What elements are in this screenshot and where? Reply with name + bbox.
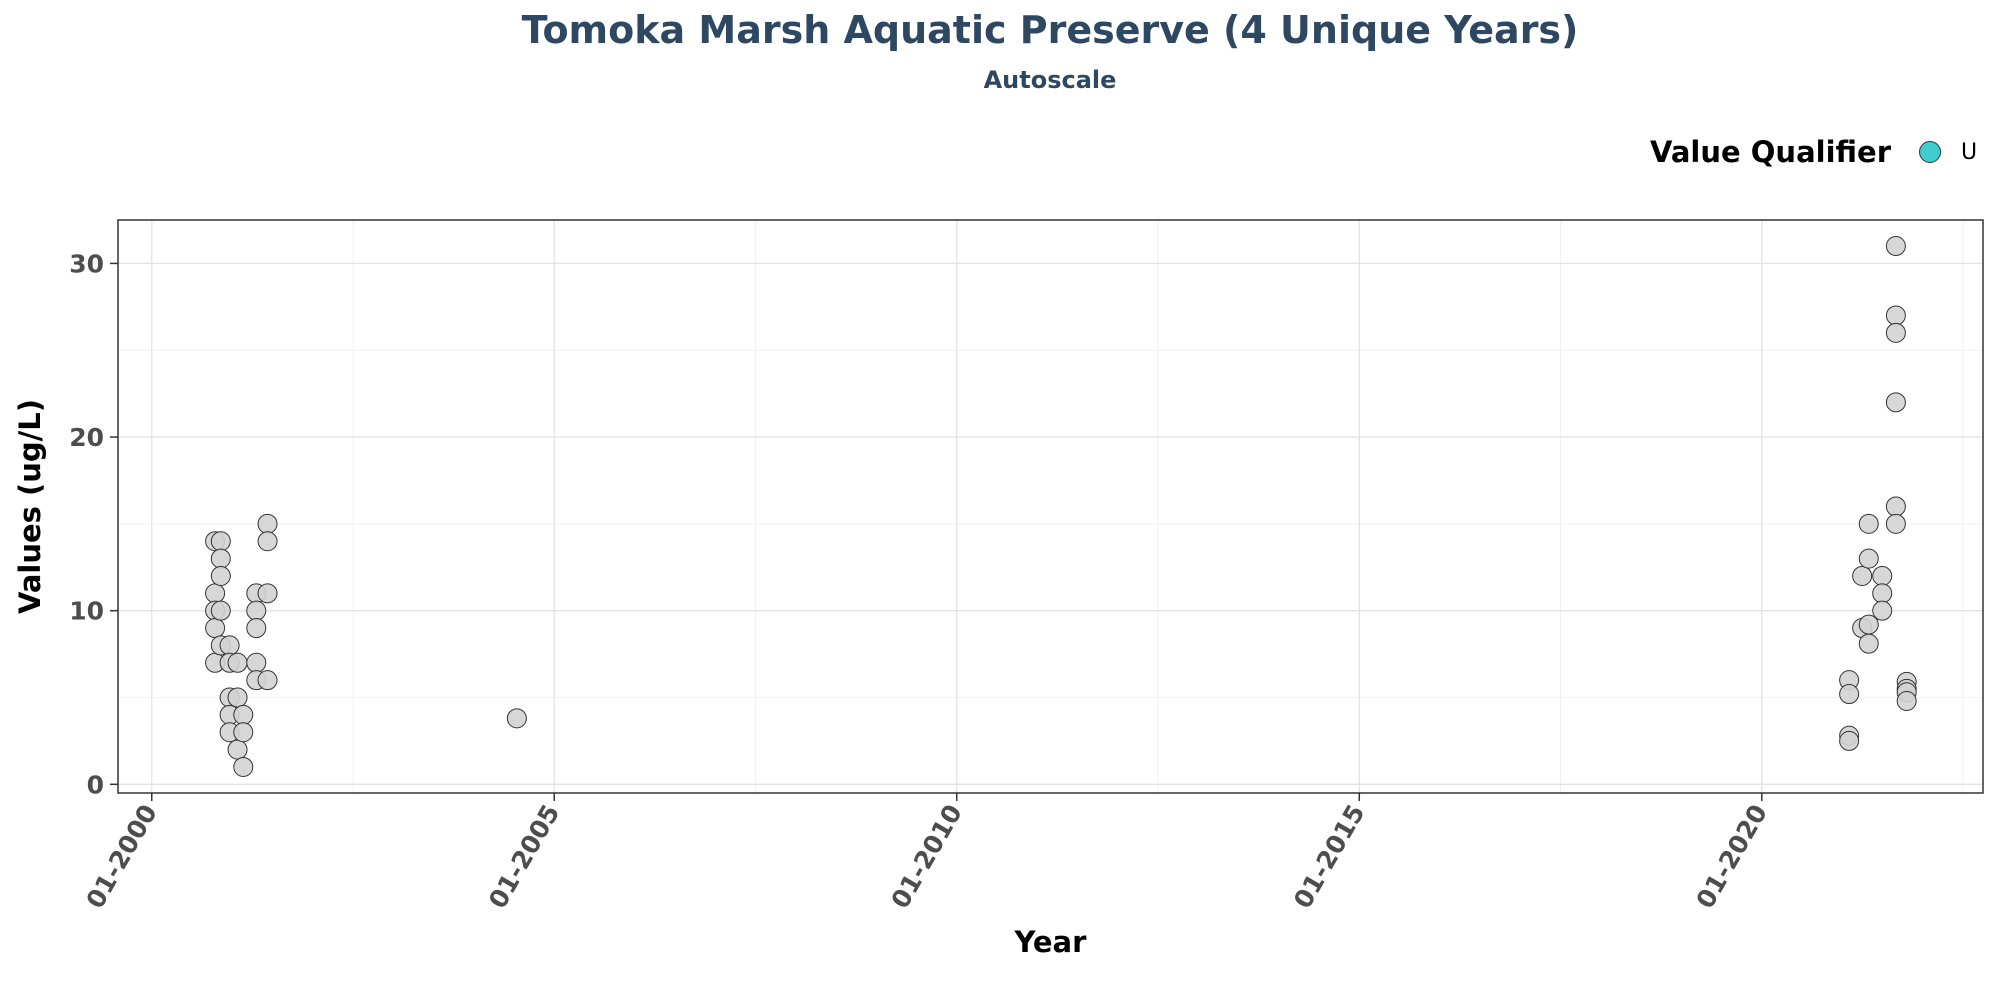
data-point bbox=[247, 653, 266, 672]
data-point bbox=[234, 757, 253, 776]
y-tick-label: 30 bbox=[69, 249, 104, 278]
data-point bbox=[211, 532, 230, 551]
data-point bbox=[1897, 691, 1916, 710]
data-point bbox=[1859, 549, 1878, 568]
data-point bbox=[507, 709, 526, 728]
y-axis-title: Values (ug/L) bbox=[13, 399, 47, 614]
data-point bbox=[228, 688, 247, 707]
x-tick-label: 01-2000 bbox=[80, 800, 162, 914]
data-point bbox=[1853, 566, 1872, 585]
data-point bbox=[1886, 393, 1905, 412]
data-point bbox=[1840, 731, 1859, 750]
data-point bbox=[234, 723, 253, 742]
data-point bbox=[228, 740, 247, 759]
data-point bbox=[1886, 514, 1905, 533]
data-point bbox=[1886, 306, 1905, 325]
data-point bbox=[1859, 634, 1878, 653]
data-point bbox=[1886, 237, 1905, 256]
data-point bbox=[1859, 514, 1878, 533]
data-point bbox=[1840, 685, 1859, 704]
data-point bbox=[234, 705, 253, 724]
data-point bbox=[258, 671, 277, 690]
data-point bbox=[247, 619, 266, 638]
data-point bbox=[1886, 323, 1905, 342]
plot-panel-border bbox=[118, 220, 1983, 793]
x-tick-label: 01-2010 bbox=[885, 800, 967, 914]
data-point bbox=[211, 549, 230, 568]
data-point bbox=[1873, 584, 1892, 603]
x-tick-label: 01-2015 bbox=[1288, 800, 1370, 914]
data-point bbox=[228, 653, 247, 672]
data-point bbox=[1873, 601, 1892, 620]
data-point bbox=[258, 514, 277, 533]
x-tick-label: 01-2005 bbox=[483, 800, 565, 914]
data-point bbox=[220, 636, 239, 655]
y-tick-label: 10 bbox=[69, 597, 104, 626]
data-point bbox=[258, 532, 277, 551]
data-point bbox=[1886, 497, 1905, 516]
data-point bbox=[206, 619, 225, 638]
data-point bbox=[1873, 566, 1892, 585]
data-point bbox=[247, 601, 266, 620]
data-point bbox=[211, 566, 230, 585]
x-tick-label: 01-2020 bbox=[1690, 800, 1772, 914]
y-tick-label: 0 bbox=[87, 770, 104, 799]
data-point bbox=[258, 584, 277, 603]
x-axis-title: Year bbox=[1014, 925, 1088, 959]
data-point bbox=[211, 601, 230, 620]
data-point bbox=[206, 584, 225, 603]
y-tick-label: 20 bbox=[69, 423, 104, 452]
